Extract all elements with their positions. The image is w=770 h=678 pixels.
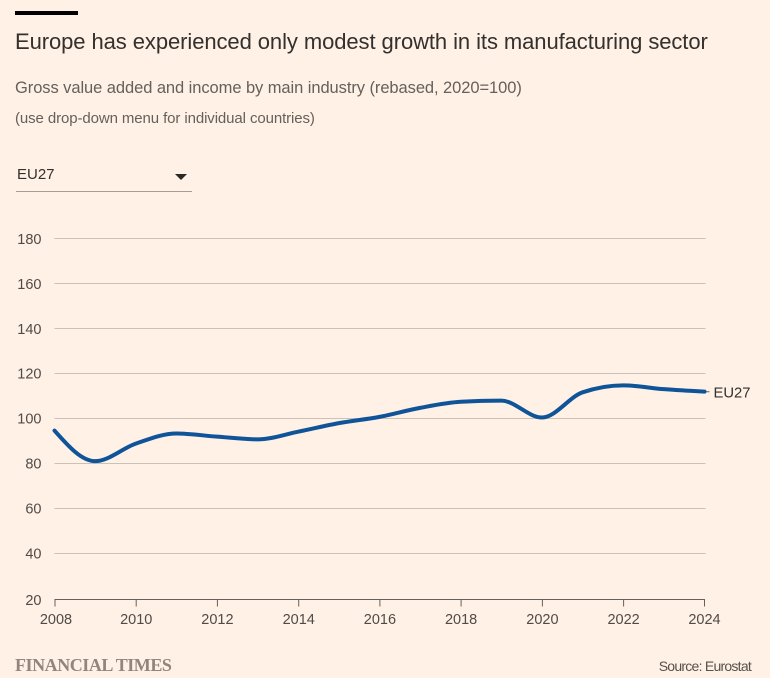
svg-text:100: 100 xyxy=(17,412,41,428)
svg-text:140: 140 xyxy=(17,322,41,338)
svg-text:2014: 2014 xyxy=(283,612,315,628)
svg-text:2008: 2008 xyxy=(40,612,72,628)
svg-text:160: 160 xyxy=(17,277,41,293)
svg-text:180: 180 xyxy=(17,232,41,248)
svg-text:2022: 2022 xyxy=(607,612,639,628)
svg-text:20: 20 xyxy=(25,593,41,609)
svg-text:2024: 2024 xyxy=(688,612,720,628)
svg-text:80: 80 xyxy=(25,457,41,473)
svg-text:2016: 2016 xyxy=(364,612,396,628)
svg-text:2010: 2010 xyxy=(120,612,152,628)
svg-text:2012: 2012 xyxy=(201,612,233,628)
svg-text:2018: 2018 xyxy=(445,612,477,628)
svg-text:EU27: EU27 xyxy=(714,386,751,402)
svg-text:2020: 2020 xyxy=(526,612,558,628)
svg-text:60: 60 xyxy=(25,502,41,518)
svg-text:120: 120 xyxy=(17,367,41,383)
svg-text:40: 40 xyxy=(25,547,41,563)
